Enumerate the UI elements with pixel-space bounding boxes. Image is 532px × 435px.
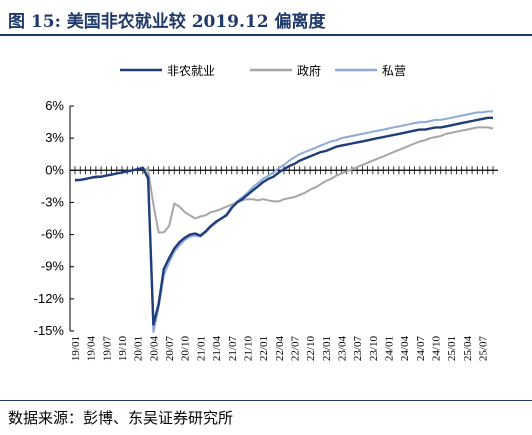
x-tick-label: 21/10 [242,336,254,362]
figure-title: 图 15: 美国非农就业较 2019.12 偏离度 [8,12,326,32]
x-tick-label: 23/10 [368,336,380,362]
x-tick-label: 19/04 [86,336,98,362]
x-tick-label: 23/07 [352,336,364,362]
y-tick-label: -9% [41,259,65,274]
line-chart: 非农就业 政府 私营 6%3%0%-3%-6%-9%-12%-15% 19/01 19… [34,63,498,361]
x-tick-label: 25/01 [446,336,458,361]
series-line-government [74,126,494,234]
x-tick-label: 22/07 [289,336,301,362]
legend-label: 非农就业 [167,64,215,78]
y-tick-label: -6% [41,227,65,242]
legend-label: 私营 [382,64,406,78]
x-tick-label: 21/01 [195,336,207,361]
y-tick-label: -12% [34,291,65,306]
series-line-nonfarm [75,116,493,326]
source-note: 数据来源：彭博、东吴证券研究所 [8,409,234,427]
x-tick-label: 20/10 [180,336,192,362]
x-tick-label: 23/04 [336,336,348,362]
x-tick-label: 24/04 [399,336,411,362]
x-tick-label: 21/07 [227,336,239,362]
bottom-rule [0,400,532,401]
y-axis: 6% 3% 0% -3% -6% -9% -12% -15% [34,98,74,338]
title-row: 图 15: 美国非农就业较 2019.12 偏离度 [0,0,532,36]
x-tick-label: 25/04 [462,336,474,362]
x-tick-label: 24/01 [384,336,396,361]
x-tick-label: 19/10 [117,336,129,362]
x-tick-label: 22/04 [274,336,286,362]
x-tick-label: 20/04 [148,336,160,362]
legend-label: 政府 [297,63,321,78]
x-tick-label: 21/04 [211,336,223,362]
x-tick-label: 20/01 [133,336,145,361]
y-tick-label: -3% [41,194,65,209]
x-tick-label: 20/07 [164,336,176,362]
x-tick-label: 22/01 [258,336,270,361]
y-tick-label: 3% [45,130,64,145]
x-tick-label: 19/01 [70,336,82,361]
x-tick-label: 19/07 [101,336,113,362]
x-tick-label: 23/01 [321,336,333,361]
y-tick-label: 6% [45,98,64,113]
x-axis: 19/01 19/04 19/07 19/10 20/01 20/04 20/07 20/10… [70,166,498,361]
series-line-private [74,110,493,334]
x-tick-label: 24/07 [415,336,427,362]
series-layer [74,110,494,334]
x-tick-label: 25/07 [478,336,490,362]
x-tick-label: 22/10 [305,336,317,362]
y-tick-label: -15% [34,323,65,338]
x-tick-label: 24/10 [431,336,443,362]
y-tick-label: 0% [45,162,64,177]
title-rule [0,34,532,36]
legend: 非农就业 政府 私营 [120,63,406,78]
